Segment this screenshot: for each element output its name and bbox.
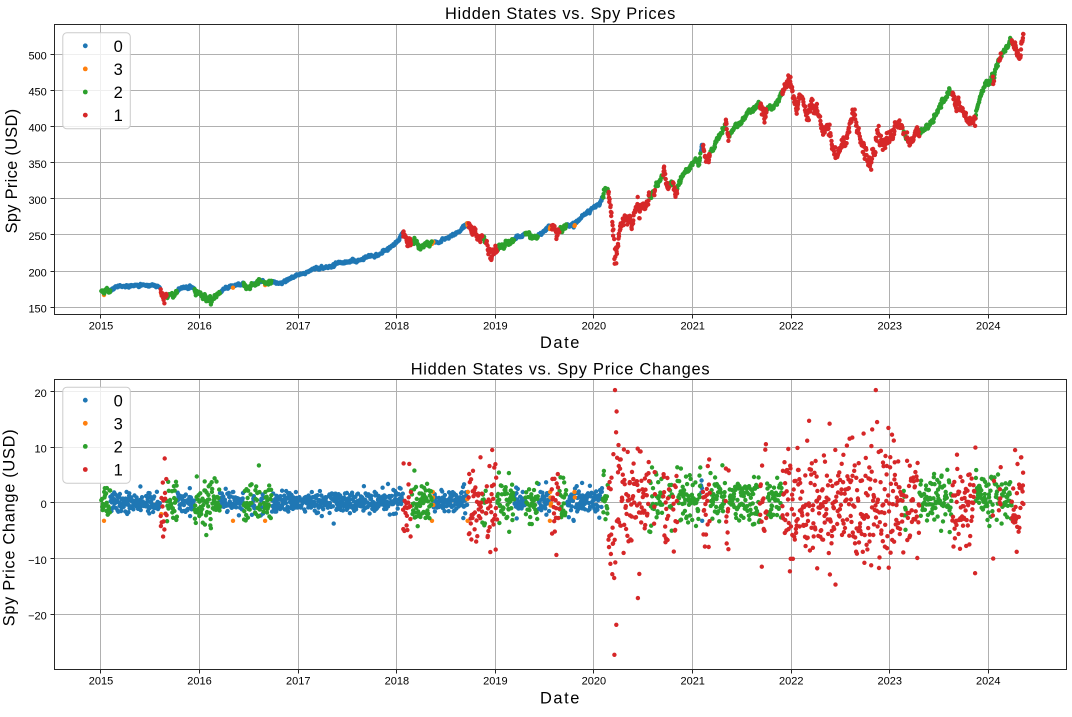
svg-text:Spy Price Change (USD): Spy Price Change (USD): [1, 429, 19, 627]
svg-text:2: 2: [114, 84, 123, 102]
svg-text:450: 450: [28, 87, 46, 99]
svg-text:Date: Date: [540, 334, 581, 352]
svg-text:0: 0: [114, 38, 123, 56]
svg-text:−10: −10: [28, 555, 47, 567]
svg-text:350: 350: [28, 159, 46, 171]
svg-text:10: 10: [35, 444, 47, 456]
svg-text:2: 2: [114, 439, 123, 457]
svg-text:2019: 2019: [483, 321, 507, 333]
svg-text:2021: 2021: [680, 321, 704, 333]
svg-text:2022: 2022: [779, 676, 803, 688]
svg-text:2024: 2024: [976, 321, 1000, 333]
svg-text:2017: 2017: [286, 321, 310, 333]
svg-text:20: 20: [35, 388, 47, 400]
svg-text:−20: −20: [28, 610, 47, 622]
svg-text:2019: 2019: [483, 676, 507, 688]
svg-text:2018: 2018: [385, 321, 409, 333]
svg-text:Spy Price (USD): Spy Price (USD): [3, 109, 21, 234]
svg-text:500: 500: [28, 50, 46, 62]
svg-text:0: 0: [114, 392, 123, 410]
svg-text:3: 3: [114, 61, 123, 79]
svg-text:0: 0: [41, 499, 47, 511]
svg-text:2017: 2017: [286, 676, 310, 688]
svg-text:300: 300: [28, 195, 46, 207]
svg-text:2023: 2023: [878, 676, 902, 688]
svg-text:2024: 2024: [976, 676, 1000, 688]
svg-text:2021: 2021: [680, 676, 704, 688]
svg-text:2016: 2016: [187, 676, 211, 688]
svg-text:1: 1: [114, 462, 123, 480]
svg-text:Hidden States vs. Spy Prices: Hidden States vs. Spy Prices: [445, 5, 676, 23]
svg-text:2020: 2020: [582, 676, 606, 688]
svg-text:2015: 2015: [89, 321, 113, 333]
svg-text:200: 200: [28, 267, 46, 279]
svg-text:250: 250: [28, 231, 46, 243]
svg-text:Hidden States vs. Spy Price Ch: Hidden States vs. Spy Price Changes: [411, 361, 711, 379]
svg-text:2016: 2016: [187, 321, 211, 333]
svg-text:3: 3: [114, 415, 123, 433]
svg-text:2018: 2018: [385, 676, 409, 688]
svg-text:2020: 2020: [582, 321, 606, 333]
svg-text:1: 1: [114, 107, 123, 125]
svg-text:2015: 2015: [89, 676, 113, 688]
svg-text:2022: 2022: [779, 321, 803, 333]
svg-text:Date: Date: [540, 689, 581, 707]
svg-text:2023: 2023: [878, 321, 902, 333]
svg-text:400: 400: [28, 123, 46, 135]
svg-text:150: 150: [28, 303, 46, 315]
